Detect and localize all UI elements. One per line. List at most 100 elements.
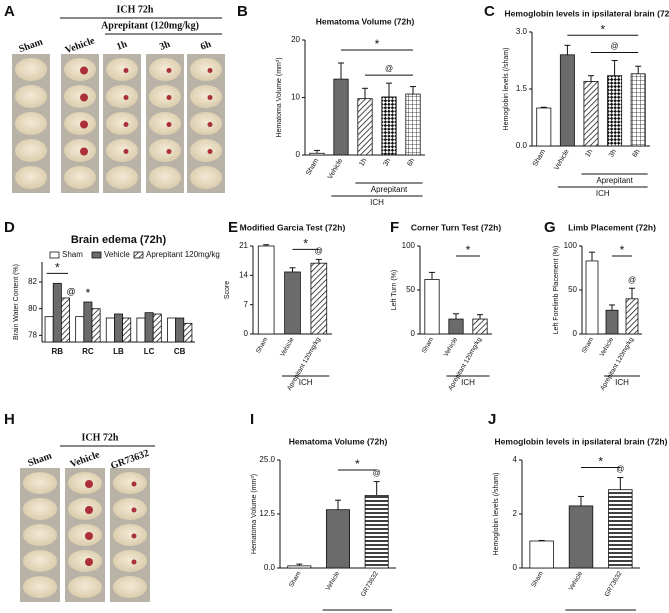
x-tick-label: Vehicle — [327, 157, 344, 180]
bar — [310, 262, 328, 335]
brain-slice — [149, 112, 181, 135]
bar — [44, 316, 54, 343]
brain-slice — [113, 524, 147, 546]
x-tick-label: GR73632 — [604, 570, 624, 598]
annotation: * — [598, 455, 603, 469]
y-tick-label: 1.5 — [516, 84, 528, 93]
bar — [114, 313, 123, 343]
annotation: @ — [315, 247, 323, 256]
x-tick-label: RC — [82, 347, 94, 356]
y-tick-label: 0.0 — [264, 563, 276, 572]
y-tick-label: 12.5 — [259, 509, 275, 518]
y-tick-label: 0.0 — [516, 141, 528, 150]
chart-title: Hemoglobin levels in ipsilateral brain (… — [495, 436, 668, 446]
brain-slice — [23, 576, 57, 598]
y-axis-label: Left Forelimb Placement (%) — [553, 246, 560, 335]
annotation: @ — [66, 286, 75, 296]
hemorrhage — [207, 122, 213, 127]
hemorrhage — [85, 558, 93, 566]
y-tick-label: 14 — [239, 270, 248, 279]
bar — [257, 245, 275, 335]
brain-slice — [15, 166, 47, 189]
y-axis-label: Hematoma Volume (mm³) — [251, 474, 258, 554]
y-tick-label: 100 — [402, 241, 416, 250]
bar — [559, 54, 575, 147]
brain-slice — [106, 139, 138, 162]
hemorrhage — [207, 149, 213, 154]
bar — [608, 489, 633, 569]
brain-slice — [15, 139, 47, 162]
bar — [583, 81, 599, 147]
bar — [287, 565, 312, 569]
brain-slice — [64, 58, 96, 81]
y-tick-label: 50 — [568, 285, 577, 294]
bar — [284, 271, 301, 335]
hemorrhage — [80, 147, 88, 156]
hemorrhage — [85, 532, 93, 540]
legend-swatch — [91, 251, 102, 259]
bar — [183, 322, 193, 343]
chart-title: Brain edema (72h) — [71, 234, 167, 246]
hemorrhage — [131, 559, 137, 565]
hemorrhage — [123, 122, 129, 127]
brain-slice — [149, 58, 181, 81]
hemorrhage — [207, 95, 213, 100]
hemorrhage — [131, 533, 137, 539]
image-subheader: Aprepitant (120mg/kg) — [101, 20, 199, 31]
x-tick-label: Sham — [581, 336, 596, 354]
x-tick-label: Sham — [421, 336, 436, 354]
annotation: @ — [628, 275, 636, 284]
bar — [60, 297, 70, 343]
hemorrhage — [80, 120, 88, 129]
brain-slice — [68, 472, 102, 494]
chart-title: Limb Placement (72h) — [568, 222, 656, 232]
bar — [83, 301, 93, 343]
hemorrhage — [80, 66, 88, 75]
x-tick-label: Sham — [305, 157, 320, 176]
bar — [333, 78, 349, 156]
group-label: Aprepitant — [596, 176, 633, 185]
bar — [529, 540, 554, 569]
x-tick-label: Vehicle — [325, 570, 342, 592]
image-header: ICH 72h — [82, 432, 119, 443]
group-label: ICH — [299, 378, 313, 387]
brain-slice — [106, 85, 138, 108]
bar — [448, 318, 464, 335]
brain-slice — [106, 112, 138, 135]
brain-slice — [23, 498, 57, 520]
annotation: * — [620, 243, 625, 257]
panel-letter: G — [544, 219, 556, 236]
annotation: @ — [373, 469, 381, 478]
brain-slice — [64, 85, 96, 108]
panel-letter: A — [4, 3, 15, 20]
hemorrhage — [123, 95, 129, 100]
y-tick-label: 4 — [513, 455, 518, 464]
x-tick-label: 6h — [632, 148, 642, 158]
bar — [91, 308, 101, 343]
y-tick-label: 82 — [28, 277, 37, 286]
annotation: * — [375, 37, 380, 51]
brain-slice — [23, 524, 57, 546]
chart-title: Corner Turn Test (72h) — [411, 222, 502, 232]
bar — [536, 107, 552, 147]
brain-slice — [113, 472, 147, 494]
group-label: ICH — [615, 378, 629, 387]
y-tick-label: 0 — [296, 150, 301, 159]
brain-slice — [68, 550, 102, 572]
chart-title: Hematoma Volume (72h) — [289, 436, 388, 446]
y-tick-label: 21 — [239, 241, 248, 250]
bar — [605, 309, 619, 335]
x-tick-label: GR73632 — [360, 570, 380, 598]
y-axis-label: Left Turn (%) — [391, 270, 398, 310]
column-label: Sham — [27, 450, 54, 469]
x-tick-label: Vehicle — [553, 148, 570, 171]
y-tick-label: 0 — [244, 329, 249, 338]
bar — [167, 317, 177, 343]
annotation: @ — [385, 64, 393, 73]
brain-slice — [15, 112, 47, 135]
x-tick-label: 3h — [608, 148, 618, 158]
hemorrhage — [123, 149, 129, 154]
panel-letter: F — [390, 219, 399, 236]
annotation: @ — [616, 465, 624, 474]
bar — [405, 93, 421, 156]
